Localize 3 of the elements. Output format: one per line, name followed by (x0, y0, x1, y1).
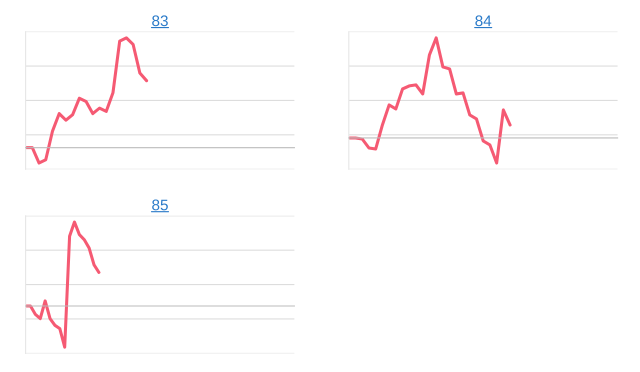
chart-title: 83 (152, 15, 168, 26)
chart-title: 85 (152, 200, 168, 210)
chart-title: 84 (475, 15, 492, 26)
